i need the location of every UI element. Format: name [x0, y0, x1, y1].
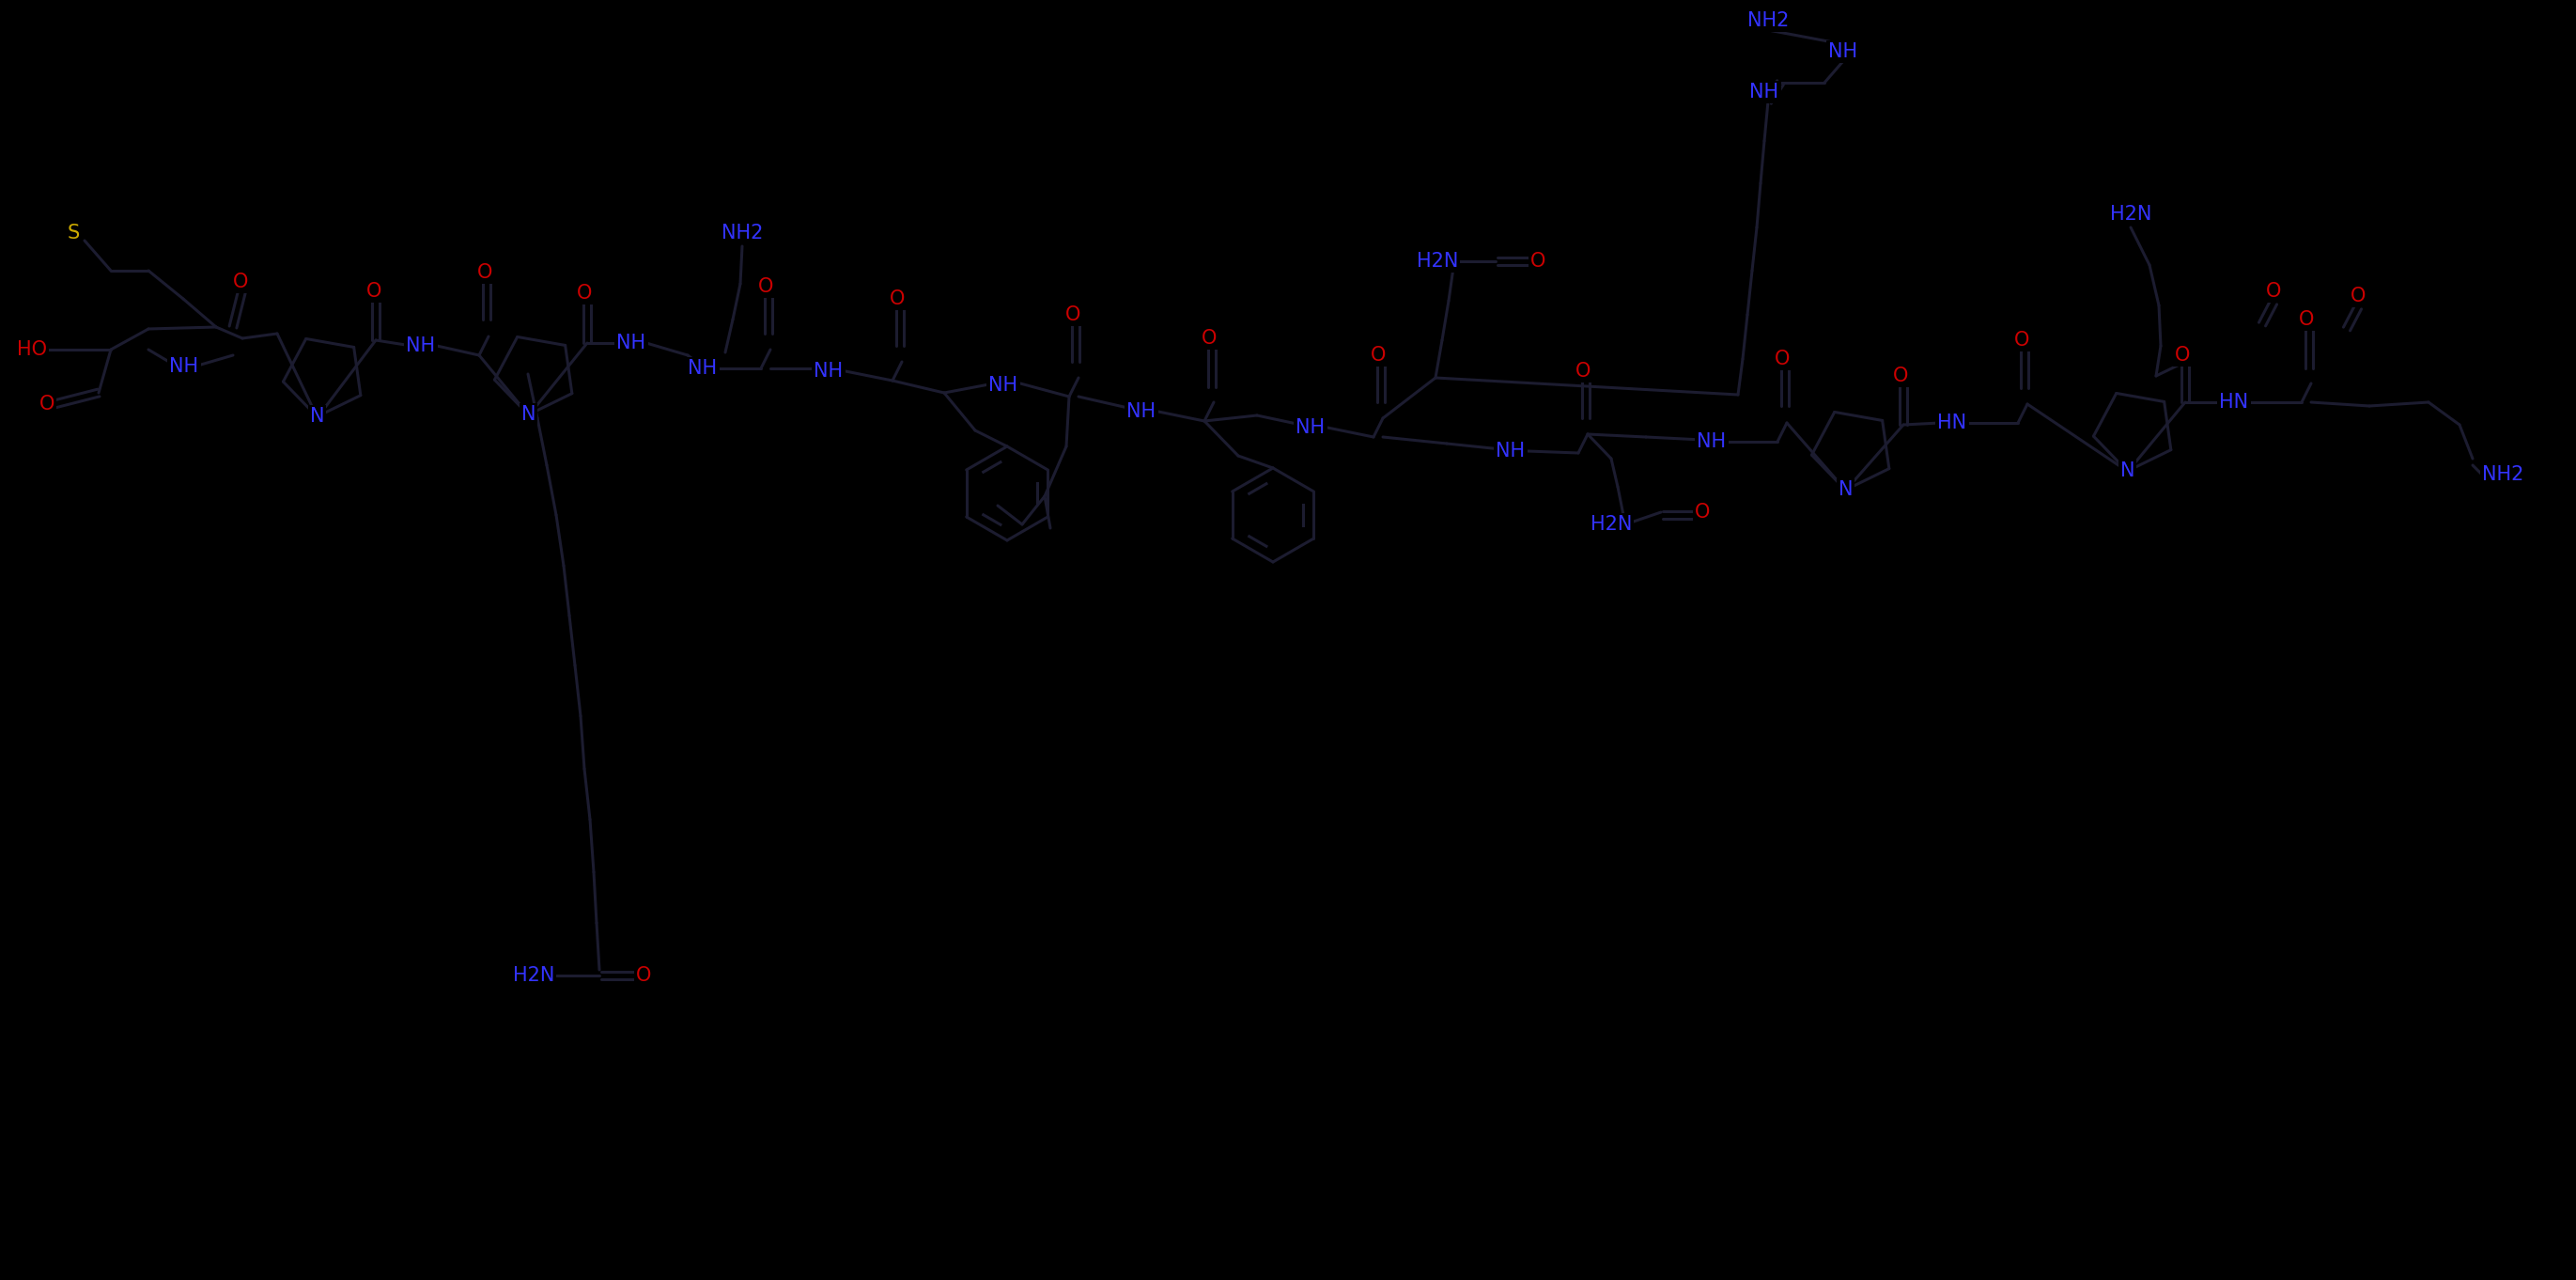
- Text: O: O: [2298, 310, 2313, 329]
- Text: O: O: [232, 273, 247, 292]
- Text: O: O: [2014, 330, 2030, 349]
- Text: O: O: [1695, 503, 1710, 521]
- Text: O: O: [2349, 287, 2365, 306]
- Text: HO: HO: [18, 340, 46, 358]
- Text: HN: HN: [2221, 393, 2249, 412]
- Text: O: O: [2267, 282, 2282, 301]
- Text: NH: NH: [688, 358, 716, 378]
- Text: NH2: NH2: [1747, 12, 1788, 29]
- Text: NH: NH: [989, 376, 1018, 394]
- Text: O: O: [636, 966, 652, 984]
- Text: NH: NH: [1829, 42, 1857, 61]
- Text: O: O: [757, 278, 773, 296]
- Text: H2N: H2N: [2110, 205, 2151, 224]
- Text: HN: HN: [1937, 413, 1968, 433]
- Text: S: S: [67, 224, 80, 242]
- Text: NH2: NH2: [2483, 465, 2524, 484]
- Text: O: O: [1893, 366, 1909, 385]
- Text: O: O: [477, 264, 492, 282]
- Text: H2N: H2N: [513, 966, 554, 984]
- Text: NH: NH: [814, 362, 842, 380]
- Text: O: O: [2174, 346, 2190, 365]
- Text: O: O: [1775, 349, 1790, 369]
- Text: N: N: [520, 406, 536, 424]
- Text: NH: NH: [1126, 402, 1157, 421]
- Text: O: O: [39, 394, 54, 413]
- Text: NH: NH: [1296, 419, 1324, 436]
- Text: NH: NH: [170, 357, 198, 376]
- Text: O: O: [1200, 329, 1216, 348]
- Text: NH: NH: [1749, 83, 1780, 101]
- Text: NH2: NH2: [721, 224, 762, 242]
- Text: O: O: [889, 289, 904, 308]
- Text: NH: NH: [1497, 442, 1525, 461]
- Text: N: N: [1839, 480, 1852, 499]
- Text: NH: NH: [407, 337, 435, 356]
- Text: O: O: [1577, 362, 1592, 380]
- Text: N: N: [309, 407, 325, 426]
- Text: H2N: H2N: [1417, 252, 1458, 270]
- Text: O: O: [366, 282, 381, 301]
- Text: O: O: [1370, 346, 1386, 365]
- Text: NH: NH: [1698, 433, 1726, 451]
- Text: NH: NH: [616, 334, 647, 352]
- Text: O: O: [1064, 306, 1079, 324]
- Text: H2N: H2N: [1589, 515, 1633, 534]
- Text: O: O: [1530, 252, 1546, 270]
- Text: O: O: [577, 284, 592, 302]
- Text: N: N: [2120, 462, 2136, 480]
